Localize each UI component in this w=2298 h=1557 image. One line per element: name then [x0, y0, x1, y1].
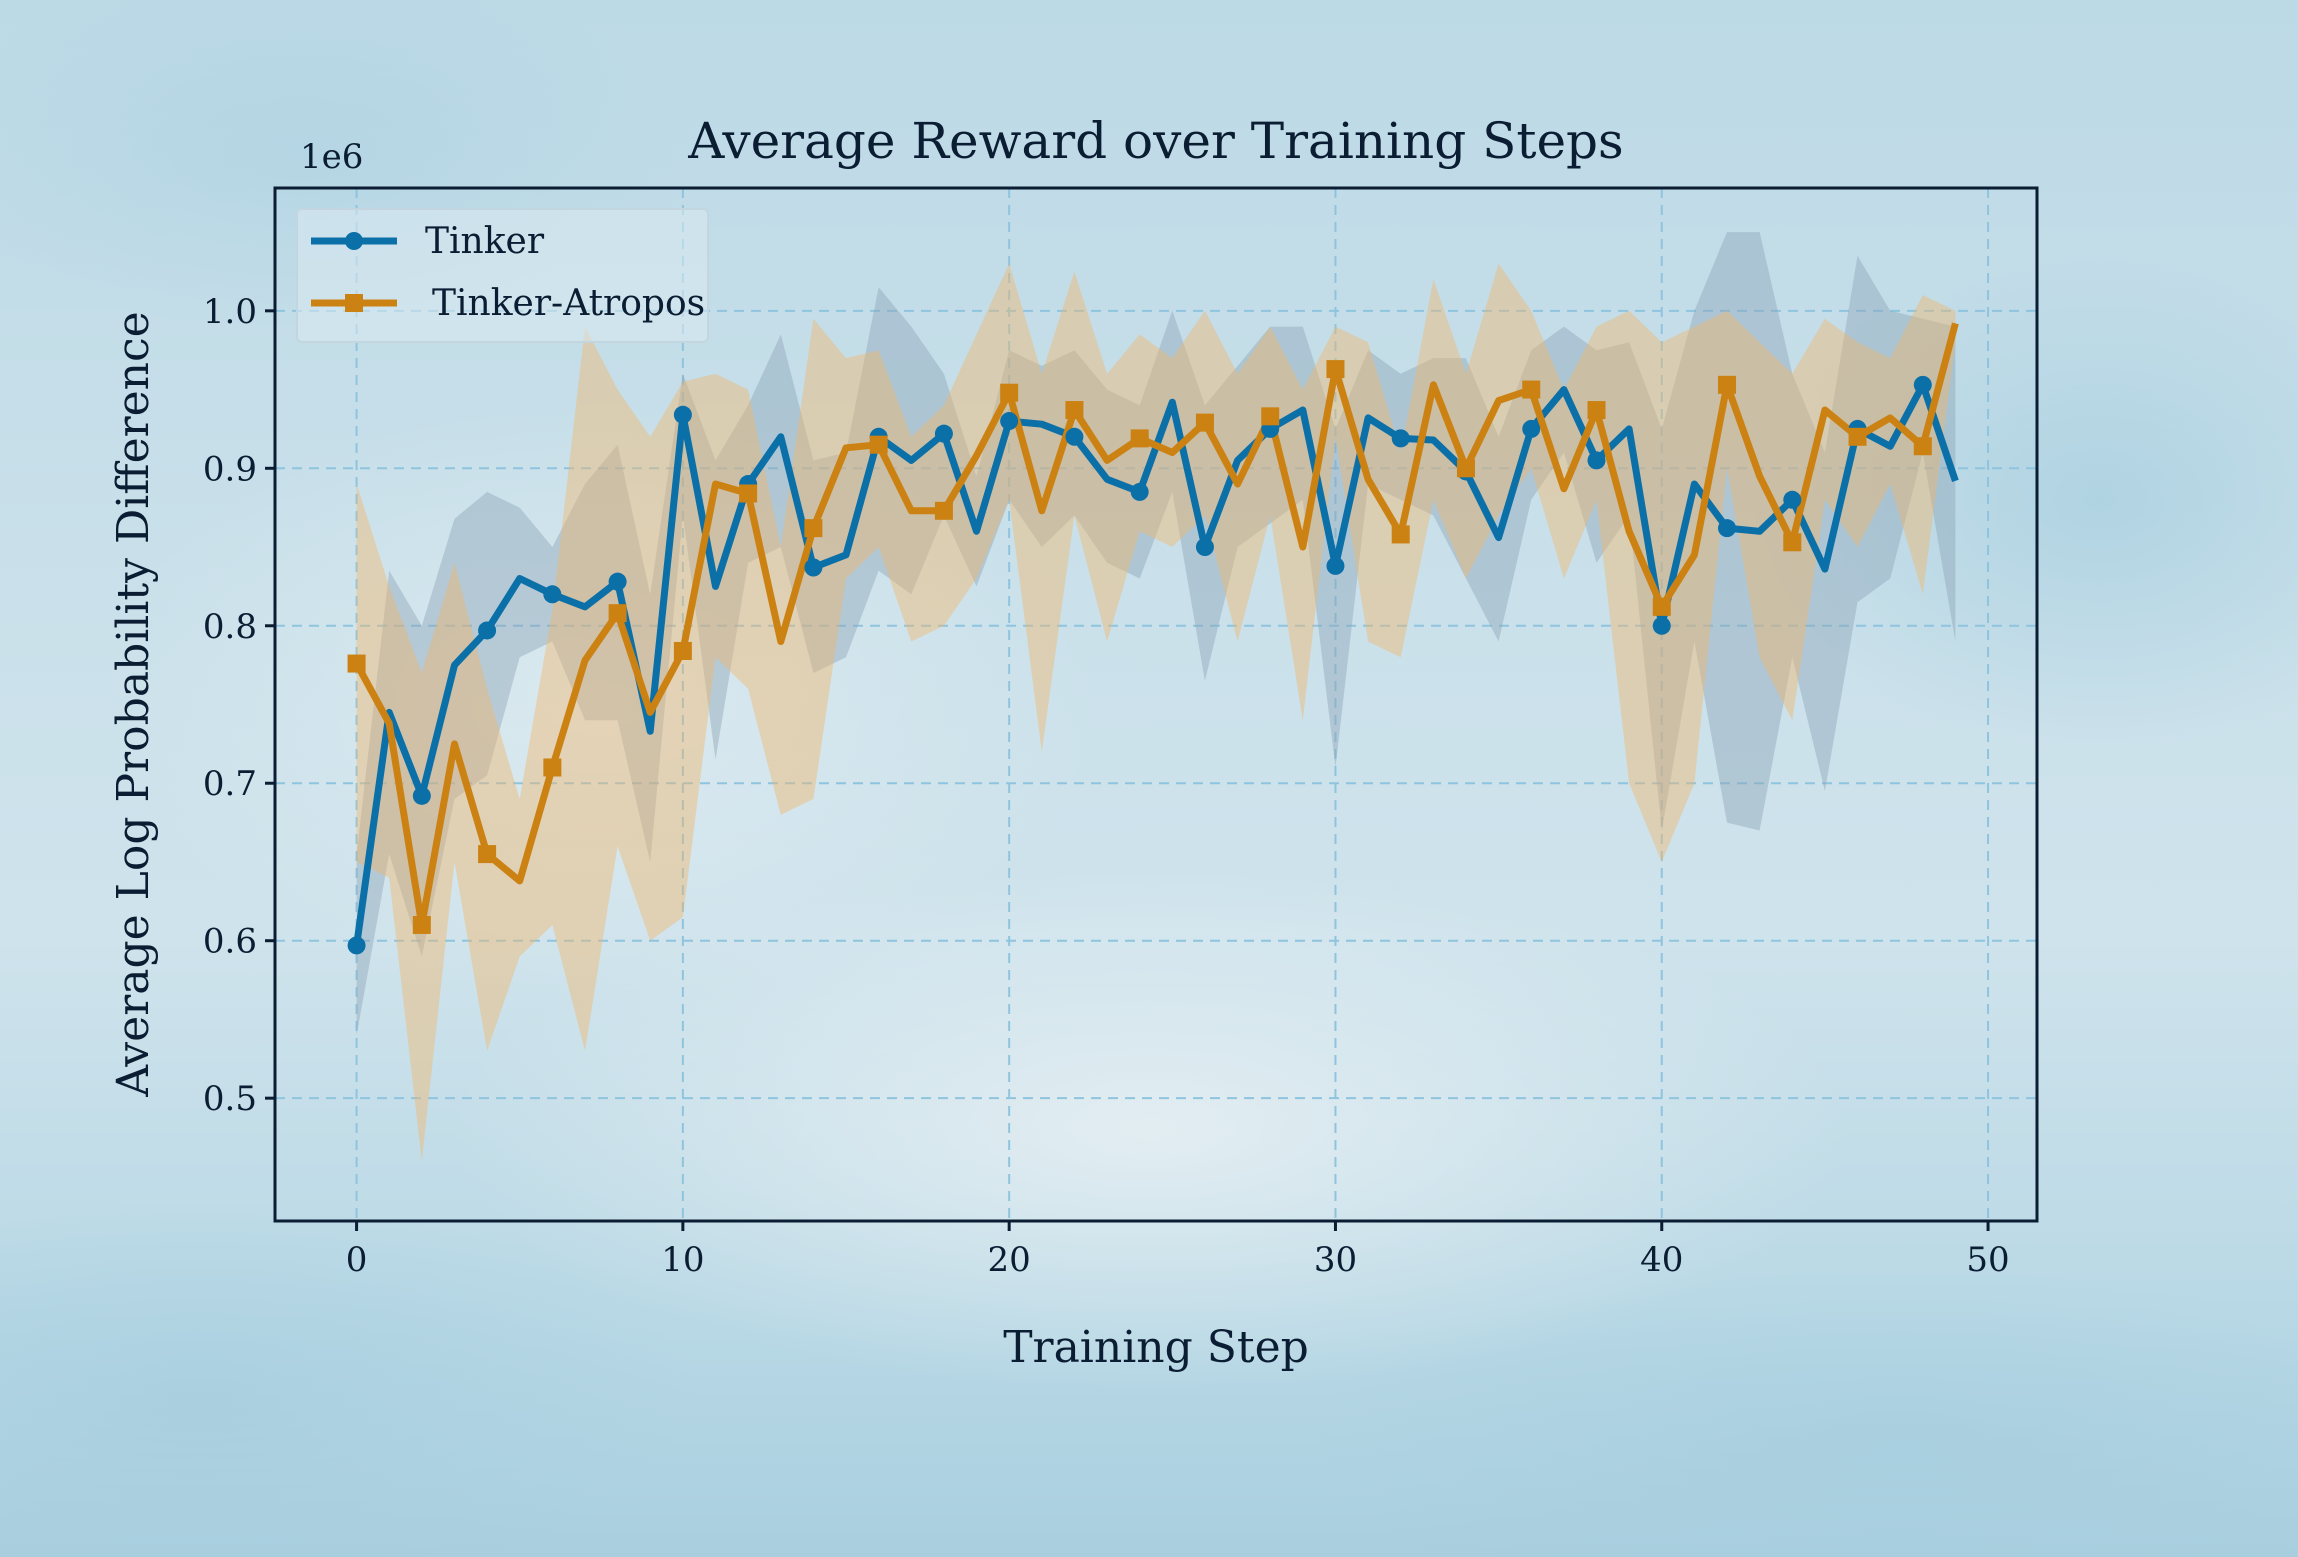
tinker-point — [1522, 419, 1541, 438]
x-axis: 0 10 20 30 40 50 — [346, 1221, 2010, 1280]
tinker-point — [1652, 616, 1671, 635]
tinker-atropos-point — [1065, 401, 1084, 420]
tinker-atropos-point — [1195, 413, 1214, 432]
tinker-atropos-point — [739, 484, 758, 503]
tinker-atropos-point — [1718, 375, 1737, 394]
x-tick-label: 20 — [988, 1240, 1031, 1280]
y-tick-label: 0.7 — [203, 764, 257, 804]
x-axis-label: Training Step — [1003, 1322, 1309, 1373]
tinker-atropos-point — [1391, 525, 1410, 544]
tinker-point — [804, 558, 823, 577]
legend-item-tinker-atropos: Tinker-Atropos — [311, 283, 705, 324]
tinker-atropos-point — [1848, 427, 1867, 446]
x-tick-label: 30 — [1314, 1240, 1357, 1280]
tinker-point — [1718, 519, 1737, 538]
axes-frame — [273, 186, 2039, 1223]
tinker-atropos-point — [347, 654, 366, 673]
tinker-point — [543, 585, 562, 604]
tinker-point — [412, 786, 431, 805]
tinker-point — [478, 621, 497, 640]
tinker-atropos-point — [1522, 380, 1541, 399]
y-axis: 0.5 0.6 0.7 0.8 0.9 1.0 — [203, 292, 275, 1119]
tinker-atropos-point — [412, 915, 431, 934]
legend-item-tinker: Tinker — [311, 221, 545, 262]
series-markers — [347, 360, 1932, 955]
legend: Tinker Tinker-Atropos — [296, 208, 709, 343]
y-tick-label: 0.8 — [203, 607, 257, 647]
tinker-band — [356, 232, 1956, 1036]
tinker-atropos-point — [804, 519, 823, 538]
tinker-point — [1391, 429, 1410, 448]
y-axis-offset-text: 1e6 — [300, 137, 363, 177]
x-tick-label: 50 — [1966, 1240, 2009, 1280]
tinker-atropos-point — [1000, 383, 1019, 402]
x-tick-label: 40 — [1640, 1240, 1683, 1280]
tinker-atropos-point — [1326, 360, 1345, 379]
legend-box — [296, 208, 709, 343]
tinker-point — [1065, 427, 1084, 446]
tinker-atropos-point — [934, 501, 953, 520]
tinker-atropos-point — [1587, 401, 1606, 420]
x-tick-label: 0 — [346, 1240, 368, 1280]
tinker-point — [608, 572, 627, 591]
tinker-atropos-point — [1783, 533, 1802, 552]
legend-swatch-tinker-atropos-marker — [345, 294, 363, 312]
tinker-atropos-point — [543, 758, 562, 777]
tinker-atropos-point — [608, 604, 627, 623]
legend-swatch-tinker-marker — [345, 232, 363, 250]
y-tick-label: 0.9 — [203, 449, 257, 489]
y-tick-label: 0.5 — [203, 1079, 257, 1119]
tinker-point — [1783, 490, 1802, 509]
tinker-point — [673, 405, 692, 424]
tinker-atropos-point — [869, 435, 888, 454]
y-tick-label: 1.0 — [203, 292, 257, 332]
chart-title: Average Reward over Training Steps — [687, 112, 1623, 170]
tinker-atropos-point — [1130, 429, 1149, 448]
tinker-point — [934, 424, 953, 443]
tinker-atropos-point — [1261, 407, 1280, 426]
tinker-point — [1326, 556, 1345, 575]
tinker-point — [347, 936, 366, 955]
y-axis-label: Average Log Probability Difference — [108, 311, 159, 1097]
tinker-point — [1130, 482, 1149, 501]
plot-area — [347, 232, 1959, 1162]
x-tick-label: 10 — [661, 1240, 704, 1280]
y-tick-label: 0.6 — [203, 922, 257, 962]
tinker-atropos-point — [1652, 597, 1671, 616]
tinker-atropos-point — [1456, 459, 1475, 478]
tinker-atropos-point — [673, 641, 692, 660]
tinker-point — [1195, 538, 1214, 557]
tinker-atropos-point — [478, 845, 497, 864]
tinker-atropos-point — [1913, 437, 1932, 456]
legend-label-tinker: Tinker — [425, 221, 545, 262]
tinker-point — [1587, 451, 1606, 470]
tinker-point — [1913, 375, 1932, 394]
tinker-atropos-line — [353, 322, 1959, 929]
tinker-point — [1000, 412, 1019, 431]
legend-label-tinker-atropos: Tinker-Atropos — [432, 283, 705, 324]
